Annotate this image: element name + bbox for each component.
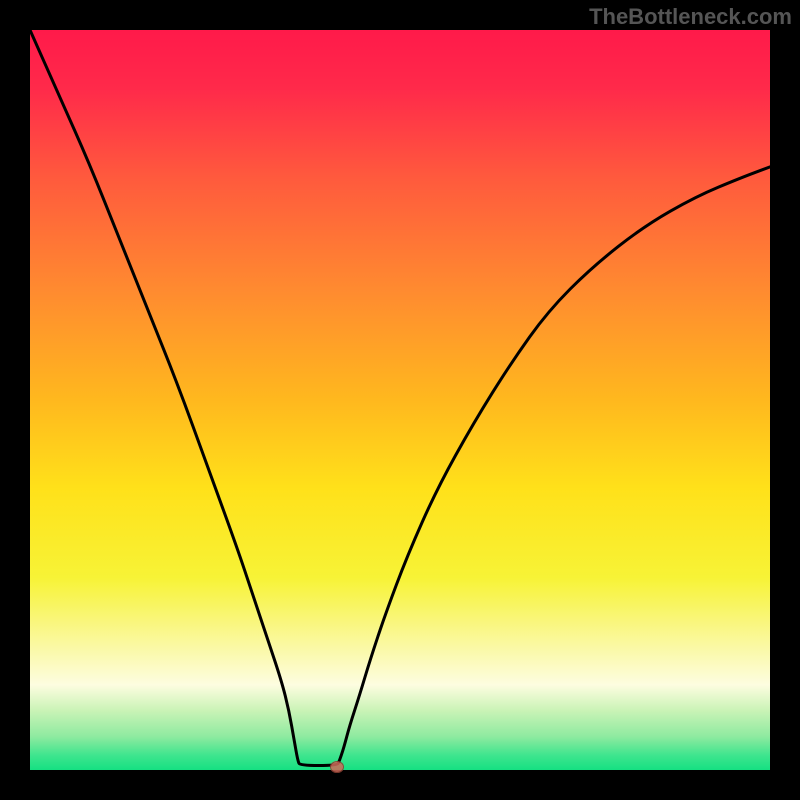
bottleneck-curve [30, 30, 770, 770]
plot-area [30, 30, 770, 770]
watermark-text: TheBottleneck.com [589, 4, 792, 30]
figure-root: TheBottleneck.com [0, 0, 800, 800]
current-config-marker [330, 761, 344, 773]
